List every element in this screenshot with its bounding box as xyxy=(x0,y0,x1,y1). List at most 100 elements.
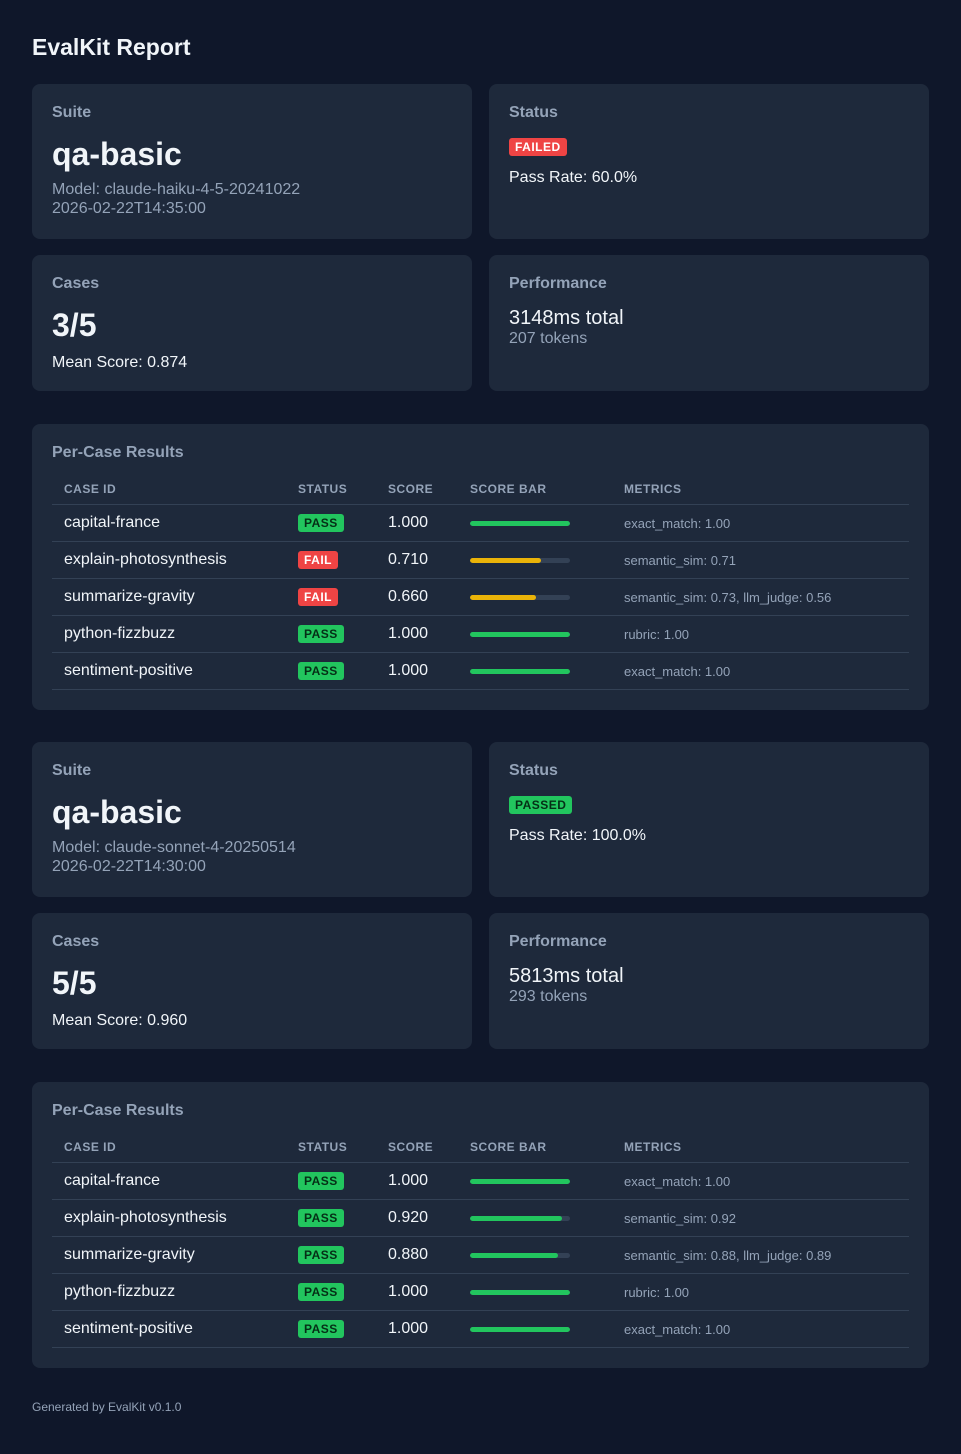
col-header-metrics: METRICS xyxy=(612,482,909,505)
col-header-score-bar: SCORE BAR xyxy=(458,482,612,505)
run-timestamp: 2026-02-22T14:35:00 xyxy=(52,200,206,217)
score-bar-fill xyxy=(470,1289,570,1295)
suite-label: Suite xyxy=(52,104,92,121)
perf-total: 3148ms total xyxy=(509,307,624,329)
score-bar-track xyxy=(470,1215,570,1221)
table-row: capital-france PASS 1.000 exact_match: 1… xyxy=(52,504,909,542)
cases-label: Cases xyxy=(52,933,100,950)
performance-card: Performance 5813ms total 293 tokens xyxy=(489,913,929,1049)
score-bar-cell xyxy=(458,578,612,616)
case-status-cell: FAIL xyxy=(286,578,376,616)
score-bar-fill xyxy=(470,1215,562,1221)
results-body: capital-france PASS 1.000 exact_match: 1… xyxy=(52,1162,909,1348)
per-case-title: Per-Case Results xyxy=(52,444,184,461)
footer: Generated by EvalKit v0.1.0 xyxy=(32,1400,182,1414)
suite-label: Suite xyxy=(52,762,92,779)
case-status-badge: PASS xyxy=(298,1246,344,1264)
case-status-badge: PASS xyxy=(298,1283,344,1301)
table-row: sentiment-positive PASS 1.000 exact_matc… xyxy=(52,652,909,690)
status-badge: PASSED xyxy=(509,796,573,814)
report-title: EvalKit Report xyxy=(32,34,191,60)
pass-rate: Pass Rate: 100.0% xyxy=(509,827,646,844)
case-metrics: exact_match: 1.00 xyxy=(612,652,909,690)
perf-total: 5813ms total xyxy=(509,965,624,987)
perf-tokens: 207 tokens xyxy=(509,330,588,347)
case-score: 0.880 xyxy=(376,1236,458,1274)
score-bar-fill xyxy=(470,1326,570,1332)
results-body: capital-france PASS 1.000 exact_match: 1… xyxy=(52,504,909,690)
pass-rate: Pass Rate: 60.0% xyxy=(509,169,638,186)
case-score: 1.000 xyxy=(376,615,458,653)
score-bar-cell xyxy=(458,541,612,579)
status-label: Status xyxy=(509,762,558,779)
col-header-score: SCORE xyxy=(376,482,458,505)
run-section: Suite qa-basic Model: claude-sonnet-4-20… xyxy=(32,742,929,1368)
case-status-cell: PASS xyxy=(286,504,376,542)
table-row: explain-photosynthesis FAIL 0.710 semant… xyxy=(52,541,909,579)
per-case-results-card: Per-Case Results CASE ID STATUS SCORE SC… xyxy=(32,1082,929,1368)
case-score: 1.000 xyxy=(376,652,458,690)
suite-name: qa-basic xyxy=(52,136,182,172)
case-id: explain-photosynthesis xyxy=(52,541,286,579)
table-header-row: CASE ID STATUS SCORE SCORE BAR METRICS xyxy=(52,1140,909,1163)
score-bar-fill xyxy=(470,668,570,674)
score-bar-fill xyxy=(470,520,570,526)
case-id: python-fizzbuzz xyxy=(52,615,286,653)
perf-tokens: 293 tokens xyxy=(509,988,588,1005)
per-case-results-card: Per-Case Results CASE ID STATUS SCORE SC… xyxy=(32,424,929,710)
score-bar-track xyxy=(470,668,570,674)
case-status-cell: PASS xyxy=(286,1310,376,1348)
case-id: capital-france xyxy=(52,1162,286,1200)
case-status-cell: PASS xyxy=(286,1273,376,1311)
score-bar-cell xyxy=(458,504,612,542)
table-row: python-fizzbuzz PASS 1.000 rubric: 1.00 xyxy=(52,615,909,653)
score-bar-fill xyxy=(470,594,536,600)
case-id: summarize-gravity xyxy=(52,1236,286,1274)
case-metrics: semantic_sim: 0.88, llm_judge: 0.89 xyxy=(612,1236,909,1274)
case-metrics: exact_match: 1.00 xyxy=(612,1310,909,1348)
score-bar-fill xyxy=(470,557,541,563)
score-bar-track xyxy=(470,1252,570,1258)
cases-count: 3/5 xyxy=(52,307,97,343)
case-score: 0.660 xyxy=(376,578,458,616)
case-status-cell: PASS xyxy=(286,615,376,653)
case-status-cell: PASS xyxy=(286,1236,376,1274)
case-metrics: exact_match: 1.00 xyxy=(612,504,909,542)
performance-card: Performance 3148ms total 207 tokens xyxy=(489,255,929,391)
score-bar-track xyxy=(470,594,570,600)
col-header-status: STATUS xyxy=(286,1140,376,1163)
col-header-case-id: CASE ID xyxy=(52,482,286,505)
case-status-badge: FAIL xyxy=(298,551,338,569)
cases-card: Cases 5/5 Mean Score: 0.960 xyxy=(32,913,472,1049)
case-score: 0.920 xyxy=(376,1199,458,1237)
case-status-badge: FAIL xyxy=(298,588,338,606)
performance-label: Performance xyxy=(509,933,607,950)
case-score: 1.000 xyxy=(376,1310,458,1348)
run-timestamp: 2026-02-22T14:30:00 xyxy=(52,858,206,875)
suite-card: Suite qa-basic Model: claude-haiku-4-5-2… xyxy=(32,84,472,239)
col-header-score: SCORE xyxy=(376,1140,458,1163)
results-table: CASE ID STATUS SCORE SCORE BAR METRICS c… xyxy=(52,1140,909,1348)
case-id: capital-france xyxy=(52,504,286,542)
results-table: CASE ID STATUS SCORE SCORE BAR METRICS c… xyxy=(52,482,909,690)
case-metrics: semantic_sim: 0.92 xyxy=(612,1199,909,1237)
score-bar-cell xyxy=(458,615,612,653)
per-case-title: Per-Case Results xyxy=(52,1102,184,1119)
score-bar-track xyxy=(470,631,570,637)
case-score: 1.000 xyxy=(376,504,458,542)
score-bar-fill xyxy=(470,631,570,637)
case-status-cell: PASS xyxy=(286,652,376,690)
case-status-badge: PASS xyxy=(298,1209,344,1227)
case-metrics: rubric: 1.00 xyxy=(612,615,909,653)
table-row: summarize-gravity FAIL 0.660 semantic_si… xyxy=(52,578,909,616)
table-row: python-fizzbuzz PASS 1.000 rubric: 1.00 xyxy=(52,1273,909,1311)
score-bar-cell xyxy=(458,652,612,690)
score-bar-cell xyxy=(458,1310,612,1348)
status-badge: FAILED xyxy=(509,138,567,156)
status-card: Status FAILED Pass Rate: 60.0% xyxy=(489,84,929,239)
case-status-cell: PASS xyxy=(286,1199,376,1237)
status-card: Status PASSED Pass Rate: 100.0% xyxy=(489,742,929,897)
model-name: Model: claude-haiku-4-5-20241022 xyxy=(52,181,301,198)
table-row: explain-photosynthesis PASS 0.920 semant… xyxy=(52,1199,909,1237)
score-bar-fill xyxy=(470,1252,558,1258)
